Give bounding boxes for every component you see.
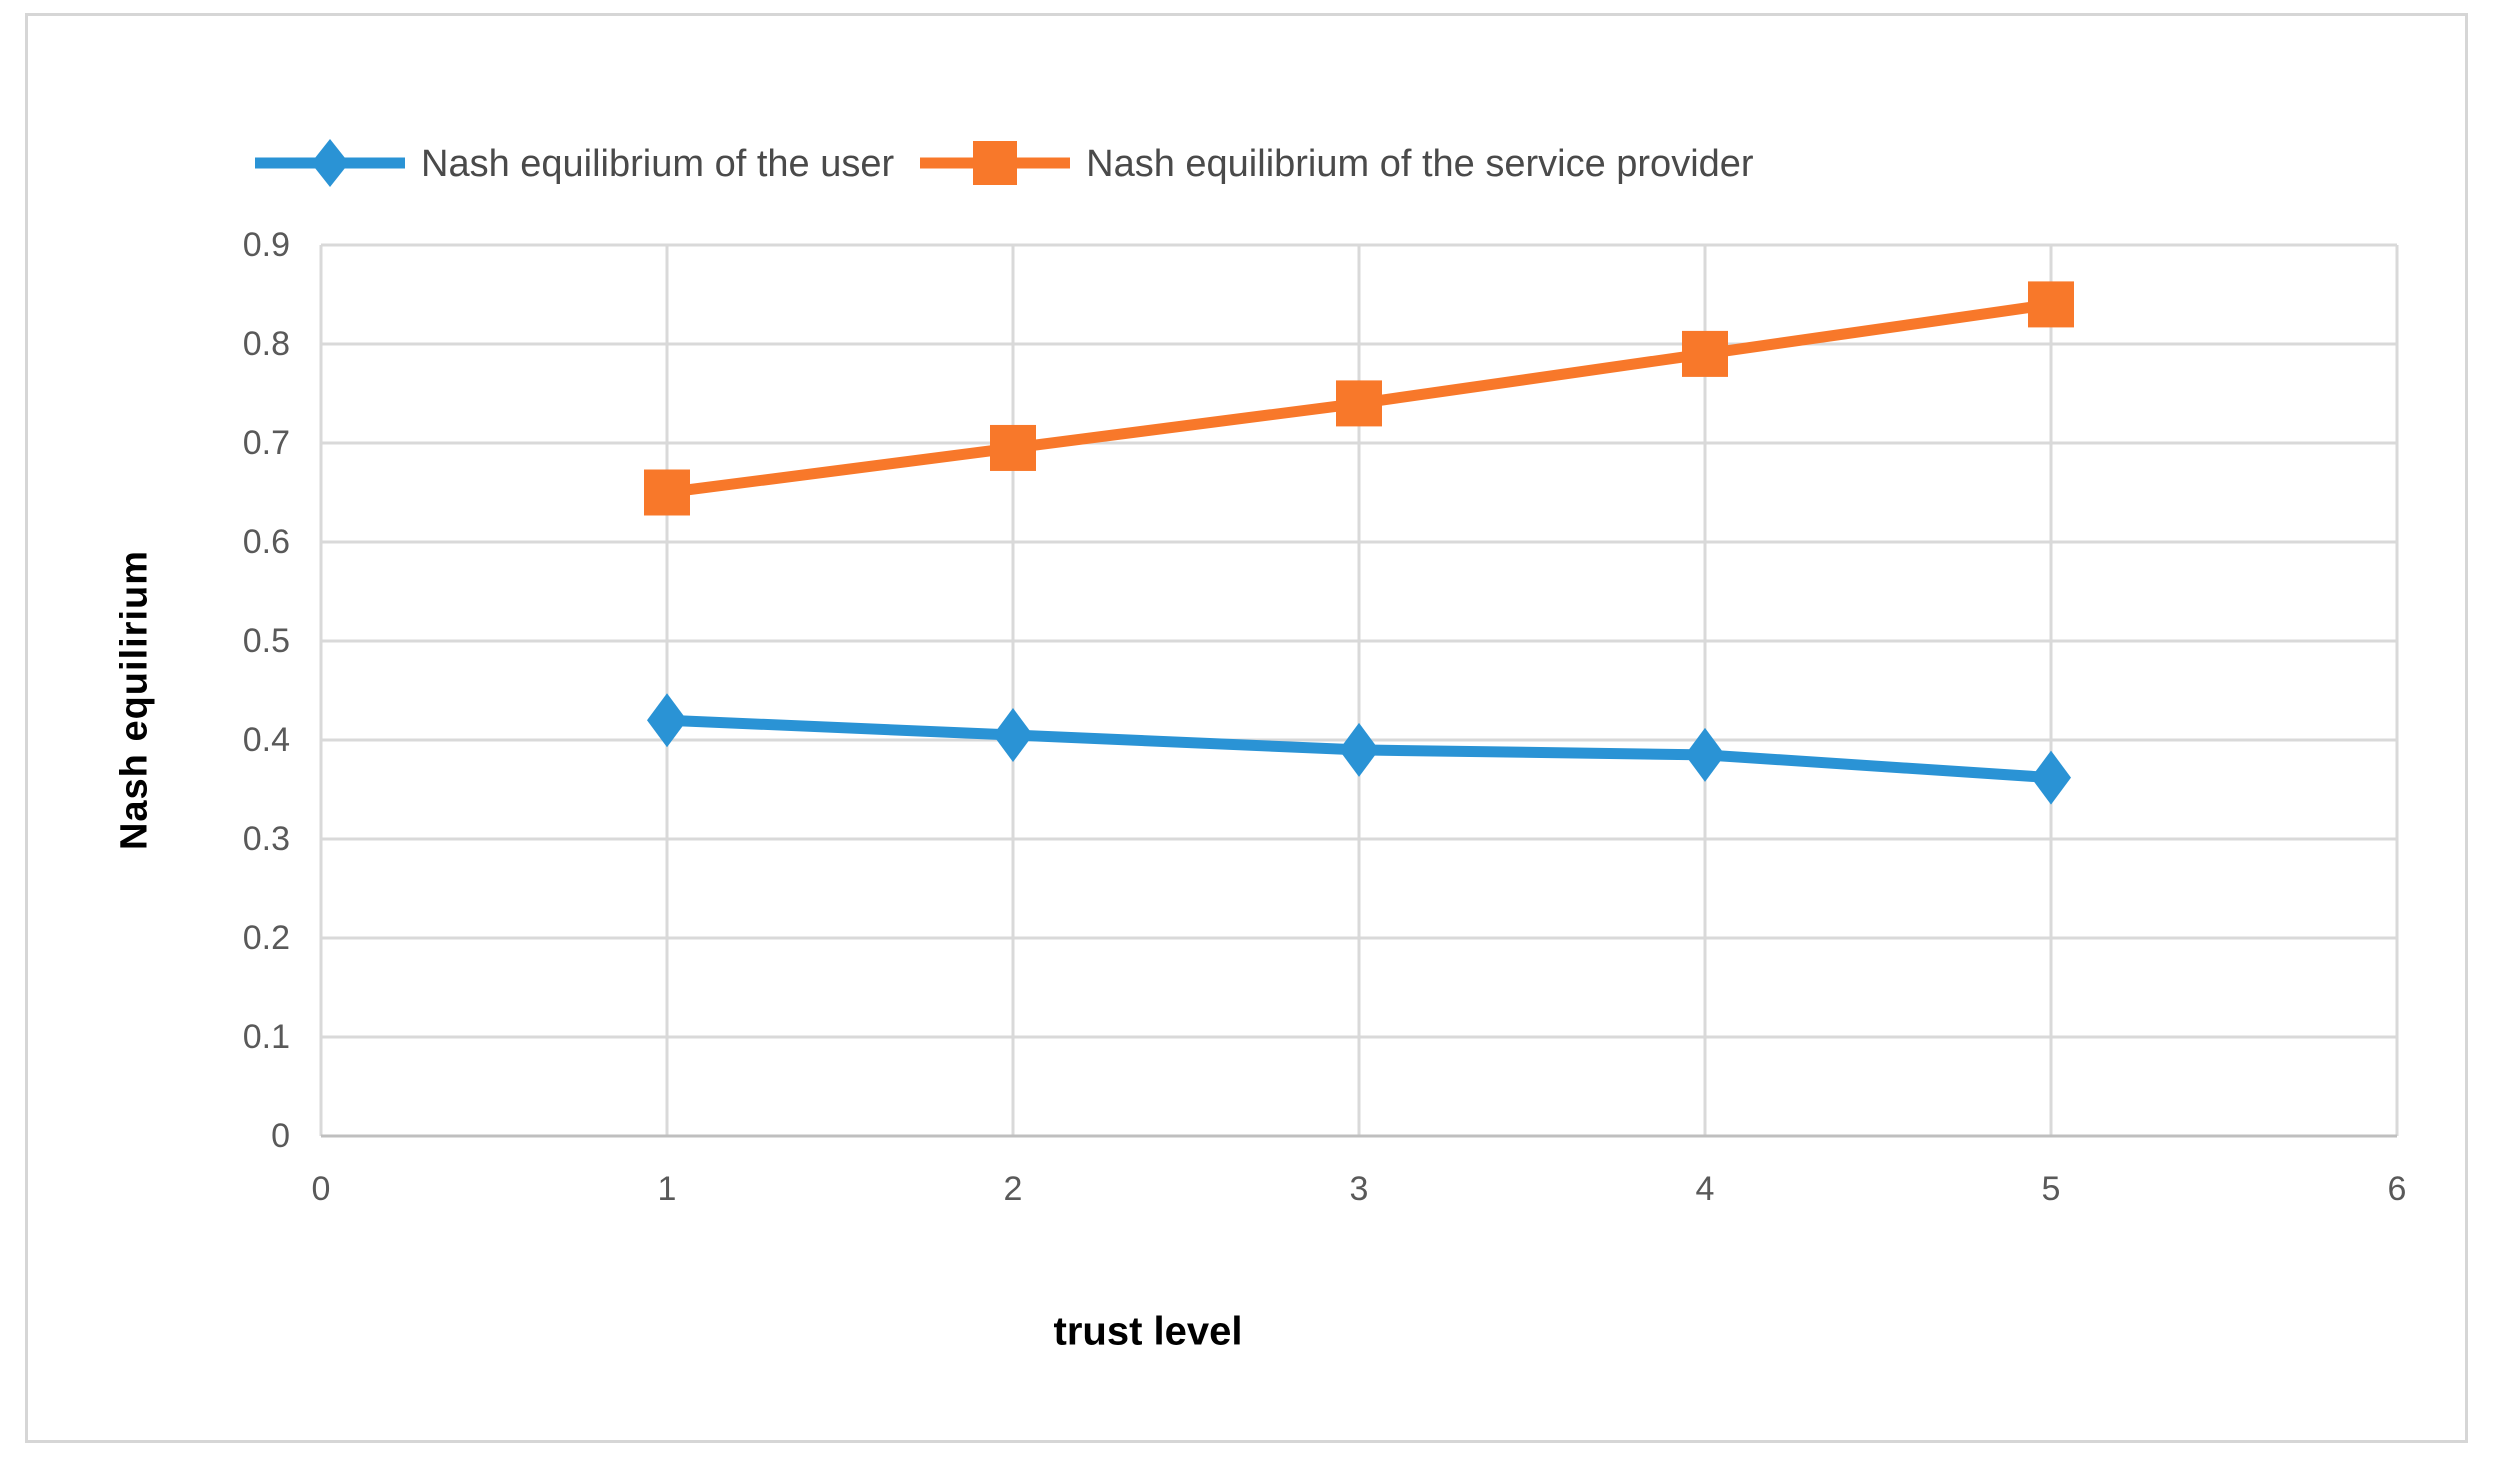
- y-tick-label: 0.8: [242, 325, 290, 363]
- figure-border: [25, 13, 2468, 1443]
- x-tick-label: 3: [1349, 1170, 1369, 1208]
- legend-label-user: Nash equilibrium of the user: [421, 143, 895, 185]
- x-tick-label: 4: [1695, 1170, 1715, 1208]
- data-point-diamond: [1685, 727, 1725, 782]
- y-tick-label: 0.4: [242, 721, 290, 759]
- data-point-square: [2028, 281, 2074, 328]
- legend-item-provider: Nash equilibrium of the service provider: [920, 135, 1754, 191]
- data-point-square: [644, 469, 690, 516]
- x-tick-label: 2: [1003, 1170, 1023, 1208]
- data-point-square: [990, 424, 1036, 471]
- y-tick-label: 0.2: [242, 919, 290, 957]
- data-point-diamond: [2031, 750, 2071, 805]
- data-point-diamond: [1339, 722, 1379, 777]
- x-tick-label: 6: [2387, 1170, 2407, 1208]
- data-point-square: [1682, 330, 1728, 377]
- y-tick-label: 0.9: [242, 226, 290, 264]
- diamond-marker-icon: [255, 139, 405, 187]
- data-point-square: [1336, 380, 1382, 427]
- y-tick-label: 0.3: [242, 820, 290, 858]
- y-tick-label: 0: [271, 1117, 290, 1155]
- x-tick-label: 1: [657, 1170, 677, 1208]
- y-tick-label: 0.5: [242, 622, 290, 660]
- square-marker-icon: [920, 141, 1071, 185]
- legend-item-user: Nash equilibrium of the user: [255, 135, 894, 191]
- legend: Nash equilibrium of the user Nash equili…: [255, 135, 1754, 191]
- y-axis-title: Nash equilirium: [113, 549, 156, 851]
- y-tick-label: 0.1: [242, 1018, 290, 1056]
- legend-label-provider: Nash equilibrium of the service provider: [1086, 143, 1754, 185]
- x-axis-title: trust level: [1053, 1309, 1243, 1354]
- data-point-diamond: [993, 708, 1033, 763]
- x-tick-label: 5: [2041, 1170, 2061, 1208]
- data-point-diamond: [647, 693, 687, 748]
- y-tick-label: 0.6: [242, 523, 290, 561]
- x-tick-label: 0: [311, 1170, 331, 1208]
- y-tick-label: 0.7: [242, 424, 290, 462]
